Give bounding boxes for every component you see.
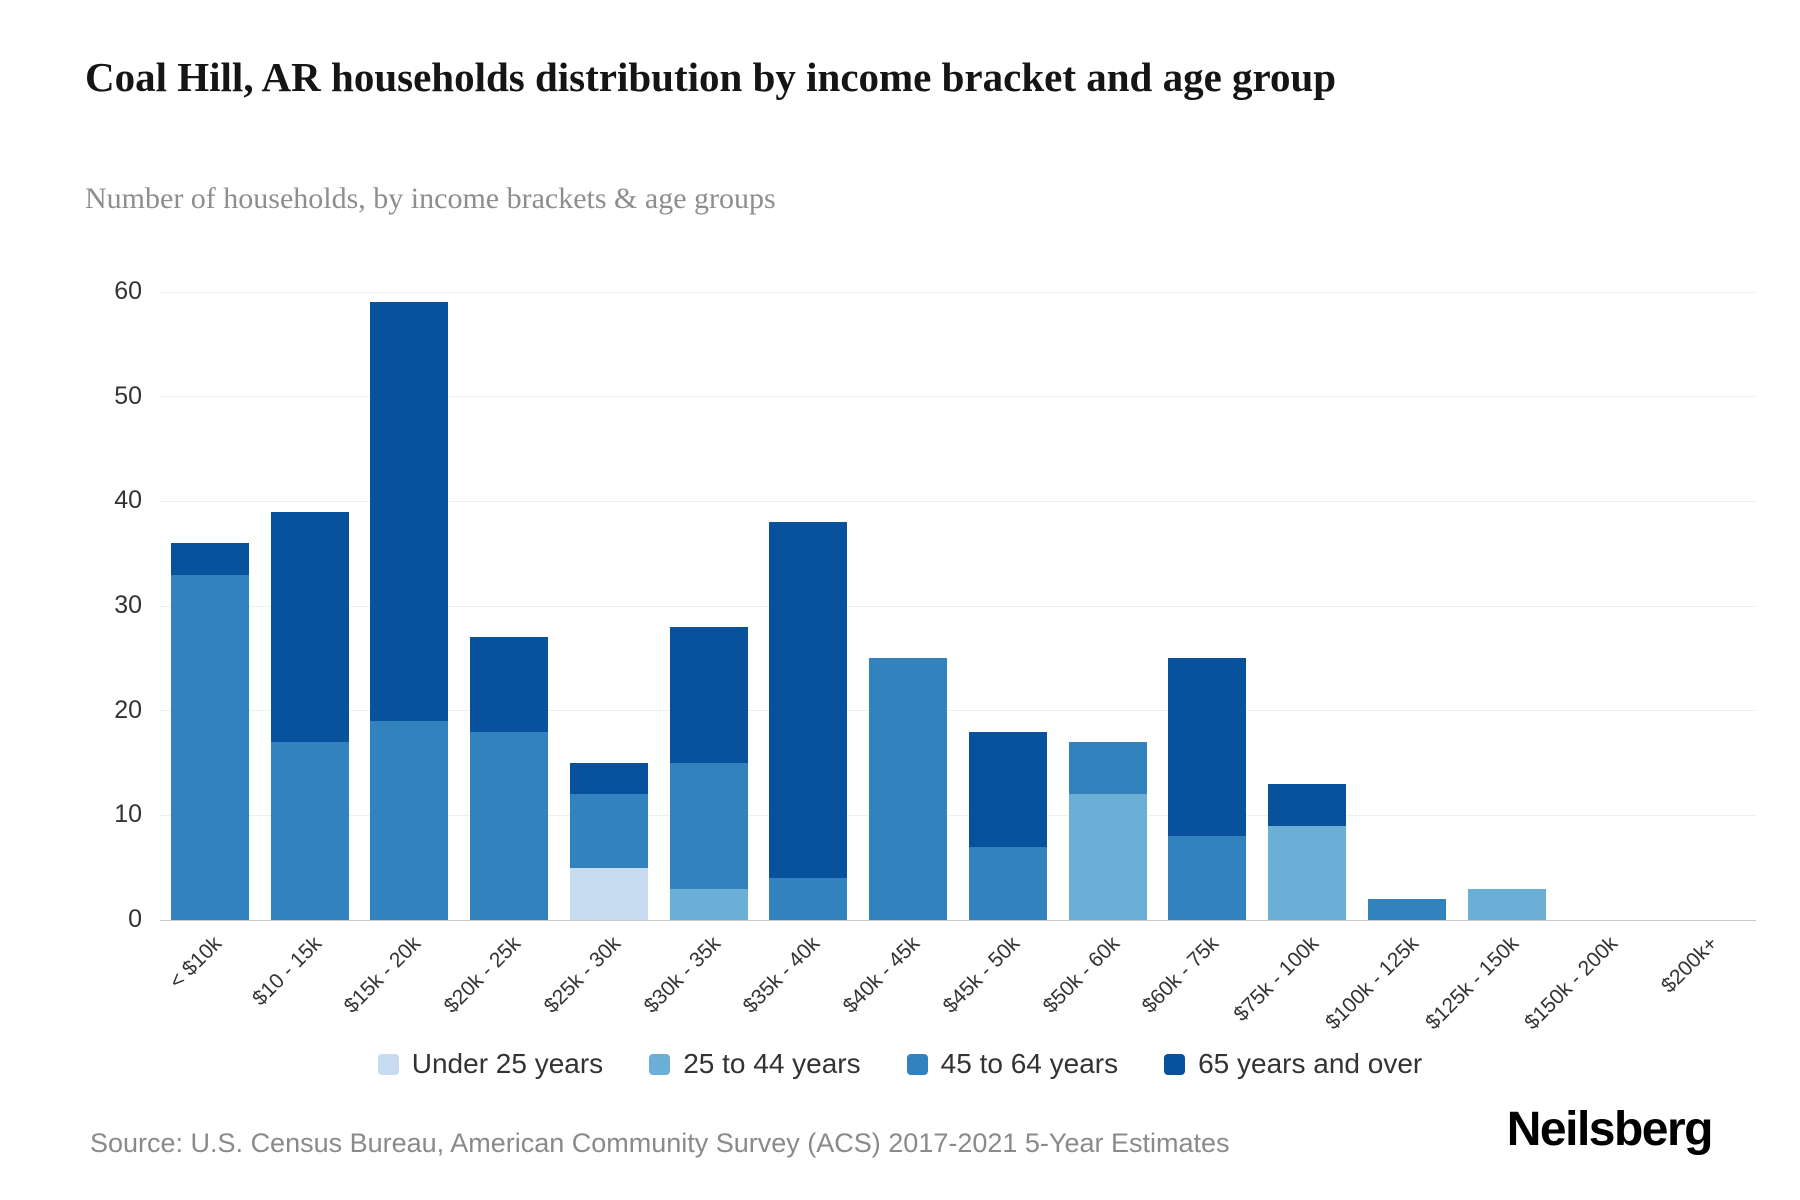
brand-logo: Neilsberg bbox=[1506, 1103, 1714, 1156]
bar-segment[interactable] bbox=[1068, 794, 1147, 920]
bar-chart-plot-area: 0 10 20 30 40 50 60 < $10k $10 - 15k $15k - 20k $2… bbox=[114, 277, 1756, 1034]
bar-segment[interactable] bbox=[669, 626, 748, 763]
y-axis-tick-label: 50 bbox=[114, 381, 142, 410]
bar-segment[interactable] bbox=[669, 888, 748, 920]
gridline bbox=[160, 605, 1756, 607]
y-axis-tick-label: 40 bbox=[114, 486, 142, 515]
legend-swatch bbox=[1164, 1053, 1186, 1075]
bar-segment[interactable] bbox=[569, 867, 648, 920]
bar-segment[interactable] bbox=[769, 522, 848, 879]
chart-legend: Under 25 years 25 to 44 years 45 to 64 yea… bbox=[0, 1048, 1800, 1080]
bar-segment[interactable] bbox=[968, 731, 1047, 847]
legend-label: 65 years and over bbox=[1198, 1048, 1423, 1079]
bar-segment[interactable] bbox=[1467, 888, 1546, 920]
gridline bbox=[160, 710, 1756, 712]
source-text: Source: U.S. Census Bureau, American Com… bbox=[90, 1128, 1230, 1158]
bar-segment[interactable] bbox=[1367, 899, 1446, 920]
legend-label: 25 to 44 years bbox=[683, 1048, 861, 1079]
bar-segment[interactable] bbox=[968, 846, 1047, 920]
legend-label: 45 to 64 years bbox=[940, 1048, 1119, 1079]
y-axis-tick-label: 30 bbox=[114, 591, 142, 619]
bar-segment[interactable] bbox=[470, 637, 549, 732]
legend-item[interactable]: 45 to 64 years bbox=[906, 1048, 1119, 1080]
chart-title: Coal Hill, AR households distribution by… bbox=[85, 54, 1337, 100]
gridline bbox=[160, 500, 1756, 502]
bar-segment[interactable] bbox=[1268, 825, 1347, 920]
bar-segment[interactable] bbox=[170, 543, 249, 575]
bar-segment[interactable] bbox=[1168, 658, 1247, 837]
bar-segment[interactable] bbox=[569, 763, 648, 795]
bar-segment[interactable] bbox=[370, 721, 449, 920]
legend-swatch bbox=[649, 1053, 671, 1075]
legend-label: Under 25 years bbox=[411, 1048, 604, 1079]
y-axis-tick-label: 20 bbox=[114, 695, 142, 724]
bar-segment[interactable] bbox=[1168, 836, 1247, 920]
legend-item[interactable]: 25 to 44 years bbox=[649, 1048, 861, 1080]
legend-swatch bbox=[906, 1053, 928, 1075]
legend-swatch bbox=[377, 1053, 399, 1075]
gridline bbox=[160, 814, 1756, 816]
gridline bbox=[160, 291, 1756, 293]
y-axis-tick-label: 60 bbox=[114, 277, 142, 305]
legend-item[interactable]: 65 years and over bbox=[1164, 1048, 1422, 1080]
bar-segment[interactable] bbox=[270, 742, 349, 920]
bar-segment[interactable] bbox=[170, 574, 249, 920]
legend-item[interactable]: Under 25 years bbox=[377, 1048, 604, 1080]
bar-segment[interactable] bbox=[1068, 742, 1147, 795]
chart-subtitle: Number of households, by income brackets… bbox=[85, 182, 776, 215]
bar-segment[interactable] bbox=[569, 794, 648, 868]
bar-segment[interactable] bbox=[669, 763, 748, 889]
gridline bbox=[160, 396, 1756, 398]
y-axis-tick-label: 10 bbox=[114, 800, 142, 829]
bar-segment[interactable] bbox=[769, 878, 848, 920]
x-axis-baseline bbox=[160, 919, 1756, 921]
y-axis-tick-label: 0 bbox=[128, 905, 142, 933]
bar-segment[interactable] bbox=[370, 302, 449, 722]
bar-segment[interactable] bbox=[869, 658, 948, 920]
bar-segment[interactable] bbox=[270, 511, 349, 743]
bar-segment[interactable] bbox=[470, 731, 549, 920]
bar-segment[interactable] bbox=[1268, 783, 1347, 826]
